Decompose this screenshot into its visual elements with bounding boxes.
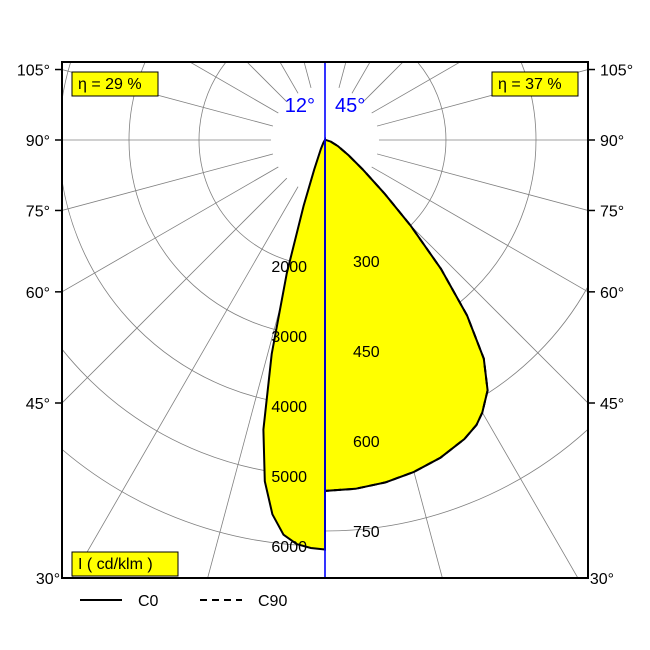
angle-label-left: 105° [17, 63, 50, 80]
angle-label-left: 45° [26, 396, 50, 413]
ring-label-left: 3000 [271, 329, 307, 346]
ring-label-left: 4000 [271, 399, 307, 416]
ring-label-right: 300 [353, 254, 380, 271]
angle-label-right: 45° [600, 396, 624, 413]
angle-label-left: 90° [26, 133, 50, 150]
angle-label-left: 30° [36, 571, 60, 588]
angle-label-right: 105° [600, 63, 633, 80]
eta-right-badge-text: η = 37 % [498, 76, 562, 93]
ring-label-right: 750 [353, 524, 380, 541]
ring-label-left: 2000 [271, 259, 307, 276]
angle-label-left: 60° [26, 285, 50, 302]
legend-C0: C0 [138, 593, 159, 610]
ring-label-right: 600 [353, 434, 380, 451]
ring-label-right: 450 [353, 344, 380, 361]
half-angle-left: 12° [285, 95, 315, 117]
angle-label-right: 30° [590, 571, 614, 588]
angle-label-left: 75° [26, 203, 50, 220]
legend-C90: C90 [258, 593, 287, 610]
ring-label-left: 5000 [271, 469, 307, 486]
angle-label-right: 60° [600, 285, 624, 302]
ring-label-left: 6000 [271, 539, 307, 556]
half-angle-right: 45° [335, 95, 365, 117]
polar-intensity-chart: 2000 3000 4000 5000 6000 300 450 600 750 30° 30° 45… [0, 0, 650, 650]
eta-left-badge-text: η = 29 % [78, 76, 142, 93]
angle-label-right: 75° [600, 203, 624, 220]
unit-badge-text: I ( cd/klm ) [78, 556, 153, 573]
angle-label-right: 90° [600, 133, 624, 150]
